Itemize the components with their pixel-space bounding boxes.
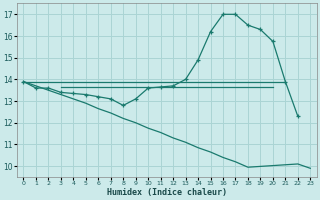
X-axis label: Humidex (Indice chaleur): Humidex (Indice chaleur) <box>107 188 227 197</box>
